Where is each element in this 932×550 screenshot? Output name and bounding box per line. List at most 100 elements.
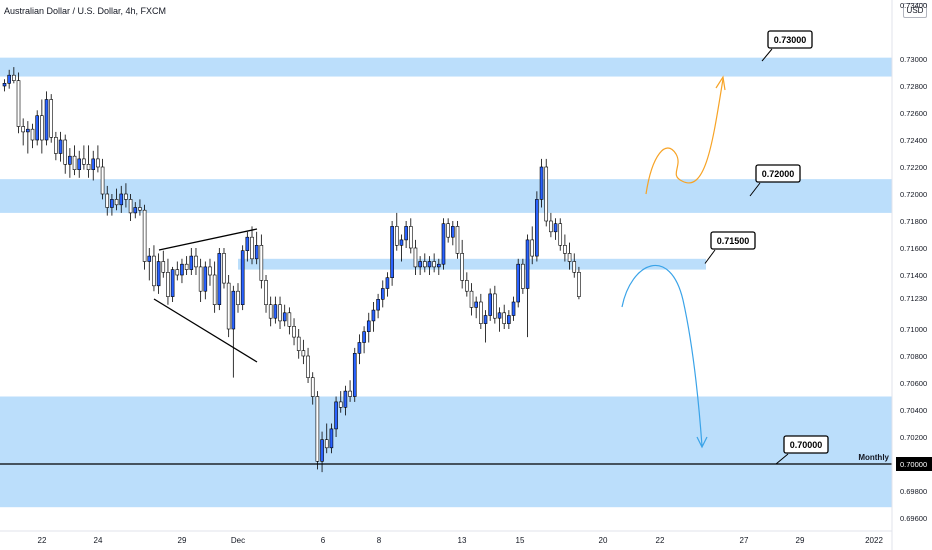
- candle-up: [91, 158, 96, 170]
- candle-up: [189, 255, 194, 270]
- projection-arrows: [621, 75, 726, 449]
- candle: [212, 261, 217, 313]
- candle: [273, 296, 278, 324]
- candle: [245, 231, 250, 262]
- candle: [110, 194, 114, 216]
- level-callout: 0.71500: [704, 231, 756, 264]
- candle-up: [371, 309, 376, 322]
- candle-down: [40, 115, 44, 141]
- monthly-label: Monthly: [858, 453, 889, 462]
- candle-up: [2, 83, 7, 87]
- candle: [278, 296, 282, 329]
- candle-up: [385, 277, 390, 289]
- candle: [563, 234, 567, 262]
- candle-down: [250, 236, 254, 260]
- candle-down: [432, 261, 436, 268]
- candle-down: [96, 158, 100, 168]
- candle-down: [502, 312, 506, 324]
- candle-down: [49, 99, 54, 138]
- candle-up: [488, 293, 492, 316]
- blue-arrow-head: [696, 436, 708, 449]
- candle-down: [306, 355, 310, 378]
- candle-down: [236, 290, 240, 306]
- time-tick-label: Dec: [231, 536, 245, 545]
- candle-up: [343, 390, 348, 408]
- candle: [40, 99, 44, 154]
- candle: [535, 191, 539, 262]
- candle: [371, 302, 376, 332]
- callout-pointer: [761, 48, 773, 62]
- candle: [72, 145, 77, 176]
- candle-up: [58, 139, 63, 154]
- candle: [320, 431, 324, 473]
- candle-down: [338, 401, 343, 408]
- candle-up: [156, 261, 161, 287]
- candle: [324, 423, 329, 454]
- candle: [49, 94, 54, 143]
- price-tick-label: 0.70800: [900, 352, 927, 361]
- candle: [432, 253, 436, 273]
- candle-up: [376, 298, 380, 311]
- time-tick-label: 29: [796, 536, 805, 545]
- candle-up: [240, 250, 245, 305]
- candle-down: [455, 226, 460, 254]
- candle: [138, 199, 142, 216]
- candle: [114, 188, 119, 211]
- time-tick-label: 6: [321, 536, 326, 545]
- candle-up: [7, 74, 11, 84]
- candle-up: [273, 304, 278, 319]
- candle: [2, 79, 7, 92]
- price-tick-label: 0.71800: [900, 217, 927, 226]
- candle: [502, 304, 506, 329]
- candle-down: [479, 301, 483, 324]
- candle-up: [404, 226, 408, 241]
- candle-up: [516, 263, 521, 303]
- candle: [343, 385, 348, 416]
- candle: [240, 245, 245, 311]
- candle: [553, 218, 558, 240]
- monthly-layer: Monthly: [0, 453, 892, 465]
- candle: [68, 148, 72, 178]
- candle-down: [198, 266, 203, 292]
- time-tick-label: 29: [178, 536, 187, 545]
- candle-up: [231, 290, 236, 330]
- candle: [231, 285, 236, 378]
- candle-up: [170, 269, 175, 297]
- candle: [226, 275, 231, 338]
- price-tick-label: 0.73400: [900, 1, 927, 10]
- candle-down: [465, 280, 469, 292]
- candle-down: [100, 166, 105, 195]
- price-tick-label: 0.72000: [900, 190, 927, 199]
- candle: [549, 212, 553, 238]
- candle-up: [180, 263, 184, 276]
- candle: [142, 204, 147, 270]
- candle: [427, 256, 432, 275]
- candle-down: [422, 261, 427, 268]
- candle: [16, 72, 21, 134]
- candle-down: [114, 199, 119, 206]
- candle: [366, 312, 371, 343]
- candle-up: [507, 315, 511, 324]
- candle-down: [460, 253, 464, 281]
- blue-projection-arrow: [621, 264, 703, 447]
- candle-up: [282, 312, 287, 322]
- candle: [189, 248, 194, 275]
- candle-up: [320, 439, 324, 462]
- candle: [474, 296, 478, 319]
- candle: [35, 110, 39, 146]
- candle-down: [105, 193, 110, 208]
- candle: [198, 258, 203, 302]
- candle: [63, 134, 68, 174]
- candle: [86, 145, 91, 178]
- candle: [54, 131, 58, 161]
- candle-up: [497, 312, 502, 319]
- candle: [203, 261, 208, 300]
- candle: [124, 183, 128, 208]
- currency-button[interactable]: USD: [903, 3, 927, 18]
- price-marker-label: 0.70000: [900, 460, 927, 469]
- candle: [152, 245, 156, 292]
- candle-down: [12, 74, 16, 81]
- candle-up: [245, 236, 250, 251]
- candle: [287, 307, 292, 335]
